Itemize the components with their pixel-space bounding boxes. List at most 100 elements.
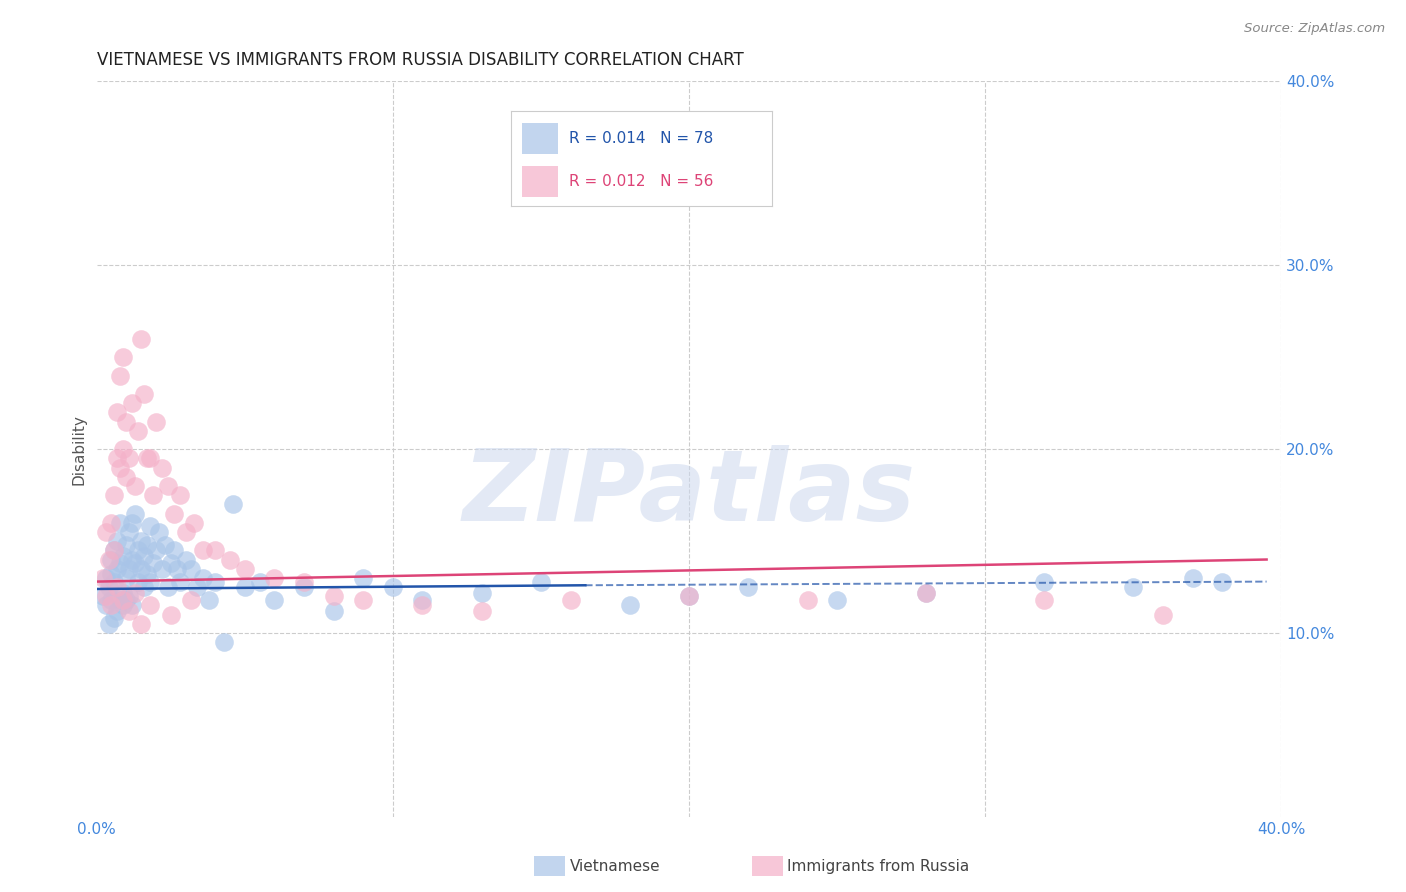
Point xyxy=(139,451,162,466)
Point xyxy=(411,593,433,607)
Point xyxy=(411,599,433,613)
Point xyxy=(110,516,132,530)
Point xyxy=(150,460,173,475)
Point xyxy=(100,516,122,530)
Point xyxy=(212,635,235,649)
Point xyxy=(180,593,202,607)
Point xyxy=(121,599,143,613)
Point xyxy=(915,585,938,599)
Point xyxy=(222,497,245,511)
Point xyxy=(159,556,181,570)
Point xyxy=(118,451,141,466)
Point xyxy=(115,415,138,429)
Point xyxy=(105,562,128,576)
Text: Vietnamese: Vietnamese xyxy=(569,859,659,873)
Point xyxy=(112,585,135,599)
Text: VIETNAMESE VS IMMIGRANTS FROM RUSSIA DISABILITY CORRELATION CHART: VIETNAMESE VS IMMIGRANTS FROM RUSSIA DIS… xyxy=(97,51,744,69)
Point xyxy=(352,571,374,585)
Point xyxy=(100,552,122,566)
Point xyxy=(204,574,226,589)
Point xyxy=(136,567,159,582)
Point xyxy=(124,479,146,493)
Point xyxy=(142,556,165,570)
Point xyxy=(110,368,132,383)
Point xyxy=(115,469,138,483)
Point xyxy=(103,543,125,558)
Point xyxy=(118,590,141,604)
Point xyxy=(105,405,128,419)
Point xyxy=(263,593,285,607)
Point xyxy=(110,460,132,475)
Point xyxy=(166,562,188,576)
Point xyxy=(193,543,215,558)
Point xyxy=(142,488,165,502)
Point xyxy=(129,616,152,631)
Point xyxy=(105,451,128,466)
Point xyxy=(1033,574,1056,589)
Point xyxy=(471,585,494,599)
Point xyxy=(103,574,125,589)
Point xyxy=(169,574,191,589)
Point xyxy=(352,593,374,607)
Point xyxy=(163,543,186,558)
Point xyxy=(678,590,700,604)
Point xyxy=(322,590,344,604)
Point xyxy=(132,387,155,401)
Point xyxy=(103,543,125,558)
Point xyxy=(115,538,138,552)
Point xyxy=(139,519,162,533)
Point xyxy=(381,580,404,594)
Point xyxy=(91,590,114,604)
Point xyxy=(112,593,135,607)
Point xyxy=(121,516,143,530)
Point xyxy=(118,562,141,576)
Point xyxy=(112,549,135,563)
Point xyxy=(110,593,132,607)
Point xyxy=(112,599,135,613)
Point xyxy=(180,562,202,576)
Point xyxy=(112,350,135,364)
Point xyxy=(118,604,141,618)
Point xyxy=(103,611,125,625)
Point xyxy=(915,585,938,599)
Point xyxy=(145,543,167,558)
Point xyxy=(796,593,818,607)
Point xyxy=(233,562,256,576)
Point xyxy=(100,567,122,582)
Point xyxy=(121,552,143,566)
Point xyxy=(619,599,641,613)
Text: ZIPatlas: ZIPatlas xyxy=(463,445,915,541)
Point xyxy=(825,593,848,607)
Point xyxy=(292,580,315,594)
Point xyxy=(678,590,700,604)
Point xyxy=(1181,571,1204,585)
Point xyxy=(112,442,135,457)
Point xyxy=(1211,574,1233,589)
Point xyxy=(115,571,138,585)
Point xyxy=(139,574,162,589)
Point xyxy=(136,451,159,466)
Point xyxy=(127,574,149,589)
Point xyxy=(94,571,117,585)
Point xyxy=(263,571,285,585)
Point xyxy=(169,488,191,502)
Point xyxy=(127,543,149,558)
Point xyxy=(124,507,146,521)
Point xyxy=(219,552,242,566)
Point xyxy=(94,590,117,604)
Point xyxy=(105,580,128,594)
Point xyxy=(292,574,315,589)
Point xyxy=(100,599,122,613)
Point xyxy=(174,524,197,539)
Point xyxy=(132,580,155,594)
Point xyxy=(530,574,553,589)
Point xyxy=(156,580,179,594)
Point xyxy=(110,556,132,570)
Point xyxy=(198,593,221,607)
Point xyxy=(132,549,155,563)
Point xyxy=(163,507,186,521)
Point xyxy=(159,607,181,622)
Point xyxy=(94,599,117,613)
Point xyxy=(153,538,176,552)
Point xyxy=(156,479,179,493)
